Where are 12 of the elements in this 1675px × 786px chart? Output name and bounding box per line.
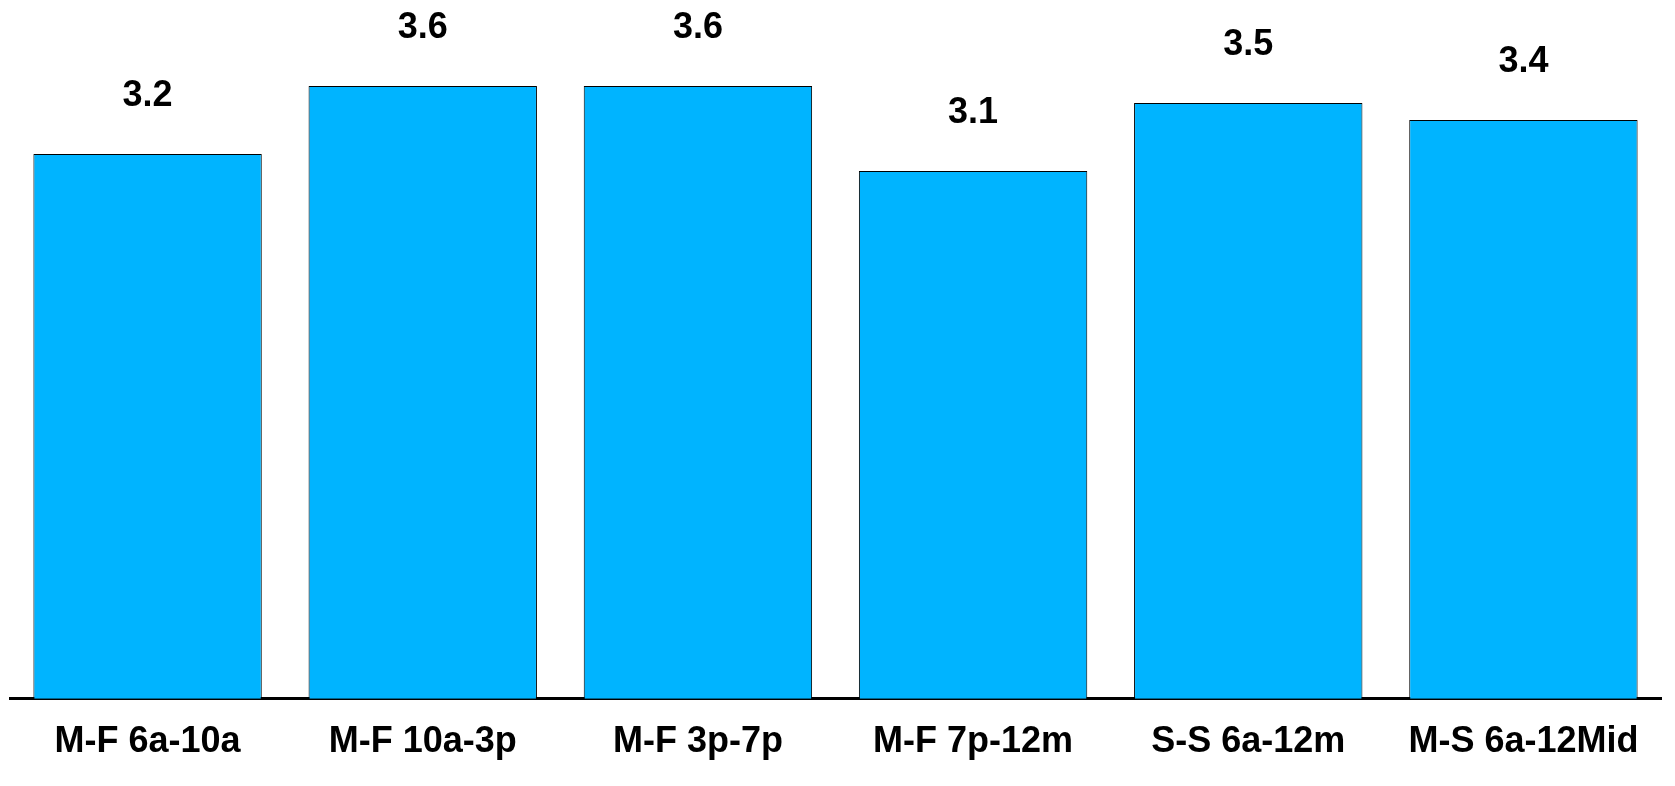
x-tick-label: M-F 6a-10a <box>54 719 242 761</box>
x-tick-label: M-S 6a-12Mid <box>1408 719 1639 761</box>
x-tick-label: M-F 3p-7p <box>612 719 783 761</box>
data-label: 3.6 <box>397 4 448 46</box>
x-tick-label: S-S 6a-12m <box>1151 719 1346 761</box>
data-label: 3.4 <box>1498 38 1549 80</box>
x-tick-label: M-F 7p-12m <box>873 719 1074 761</box>
data-label: 3.5 <box>1223 21 1274 63</box>
data-label: 3.1 <box>948 90 999 132</box>
data-label: 3.6 <box>672 4 723 46</box>
x-tick-label: M-F 10a-3p <box>328 719 517 761</box>
data-label: 3.2 <box>122 73 173 115</box>
